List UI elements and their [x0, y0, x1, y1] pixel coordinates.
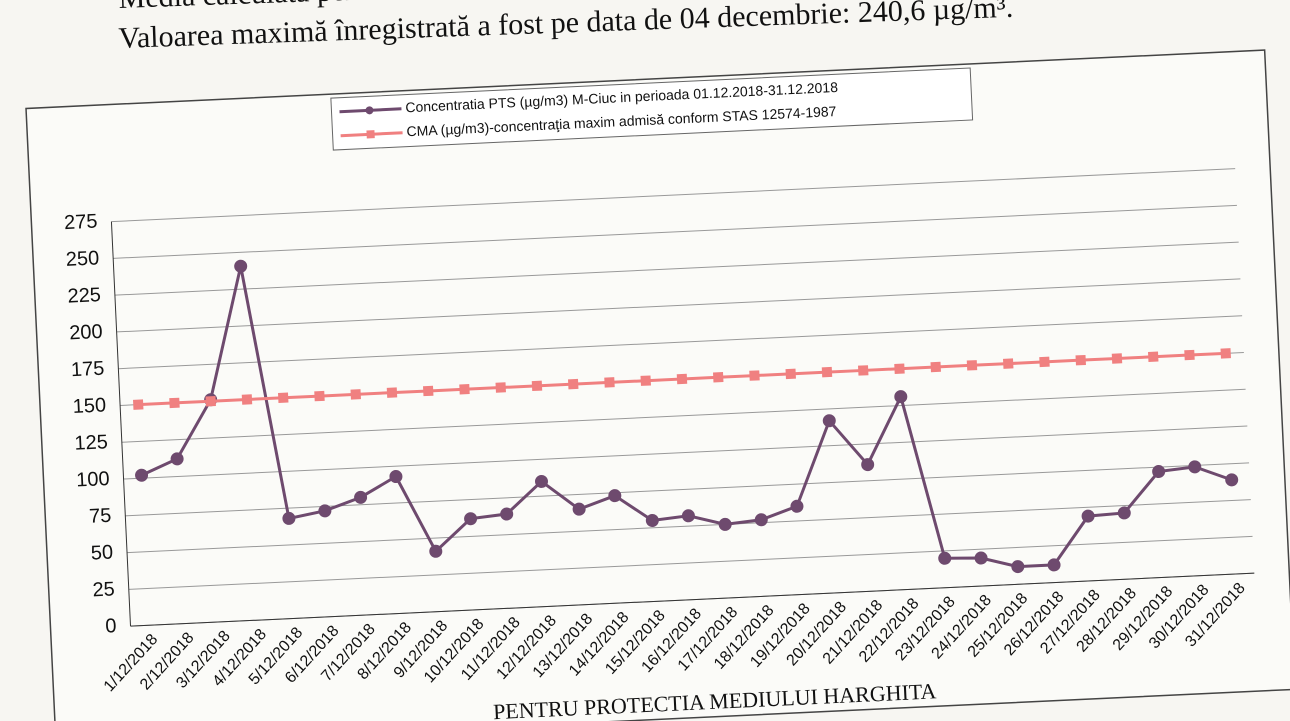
point: [1011, 560, 1025, 574]
point: [459, 384, 470, 395]
y-tick-label: 150: [72, 394, 106, 418]
y-tick-label: 100: [76, 468, 110, 492]
point: [1225, 473, 1239, 487]
point: [318, 504, 332, 518]
y-tick-label: 275: [64, 211, 98, 235]
point: [604, 377, 615, 388]
point: [718, 517, 732, 531]
grid-line: [127, 499, 1251, 554]
grid-line: [111, 168, 1236, 223]
chart-frame: [25, 49, 1290, 721]
point: [645, 513, 659, 527]
y-tick-label: 225: [67, 284, 101, 308]
point: [1117, 506, 1131, 520]
point: [966, 360, 978, 371]
point: [135, 468, 149, 482]
y-axis: [110, 221, 132, 627]
y-tick-label: 125: [74, 431, 108, 455]
point: [241, 394, 253, 405]
y-tick-label: 75: [89, 505, 112, 528]
grid-line: [128, 535, 1253, 590]
point: [350, 389, 361, 400]
grid-line: [116, 278, 1241, 333]
grid-line: [113, 204, 1237, 259]
point: [1003, 358, 1014, 369]
point: [495, 382, 506, 393]
legend-marker: [366, 130, 375, 139]
point: [930, 361, 941, 373]
point: [389, 470, 403, 484]
y-tick-label: 250: [65, 247, 99, 271]
point: [785, 368, 796, 380]
point: [821, 366, 833, 378]
point: [1047, 558, 1061, 572]
point: [894, 390, 908, 404]
point: [205, 395, 216, 407]
point: [314, 390, 325, 402]
chart-area: PENTRU PROTECTIA MEDIULUI HARGHITA 02550…: [25, 49, 1290, 721]
grid-line: [125, 462, 1250, 517]
point: [608, 489, 622, 503]
point: [429, 544, 443, 558]
legend: [330, 67, 974, 151]
point: [568, 378, 579, 390]
point: [858, 365, 869, 376]
point: [713, 372, 724, 383]
point: [754, 513, 768, 527]
point: [822, 414, 836, 428]
point: [234, 259, 248, 273]
point: [1188, 460, 1202, 474]
point: [278, 392, 289, 404]
point: [572, 502, 586, 516]
legend-marker: [365, 106, 374, 115]
point: [861, 458, 875, 472]
point: [894, 363, 905, 374]
y-tick-label: 50: [90, 542, 113, 565]
point: [1152, 465, 1166, 479]
point: [1111, 353, 1123, 364]
grid-line: [118, 315, 1243, 370]
point: [1148, 351, 1159, 362]
point: [133, 399, 144, 410]
point: [423, 385, 434, 397]
point: [749, 370, 760, 381]
grid-line: [114, 241, 1239, 296]
point: [1081, 509, 1095, 523]
point: [354, 490, 368, 504]
point: [938, 551, 952, 565]
point: [464, 512, 478, 526]
point: [640, 375, 651, 386]
point: [681, 509, 695, 523]
grid-line: [123, 425, 1248, 480]
point: [790, 499, 804, 513]
y-tick-label: 25: [92, 578, 115, 601]
point: [169, 397, 180, 409]
point: [534, 474, 548, 488]
point: [974, 551, 988, 565]
point: [282, 511, 296, 525]
x-axis: [130, 572, 1255, 627]
grid-line: [121, 388, 1246, 443]
y-tick-label: 175: [70, 358, 104, 382]
point: [1220, 348, 1231, 359]
point: [1184, 349, 1195, 361]
point: [1075, 354, 1086, 366]
point: [676, 373, 688, 385]
point: [531, 380, 543, 392]
point: [386, 387, 398, 398]
point: [500, 507, 514, 521]
point: [170, 452, 184, 466]
y-tick-label: 200: [69, 321, 103, 345]
y-tick-label: 0: [105, 615, 117, 637]
point: [1039, 356, 1050, 368]
